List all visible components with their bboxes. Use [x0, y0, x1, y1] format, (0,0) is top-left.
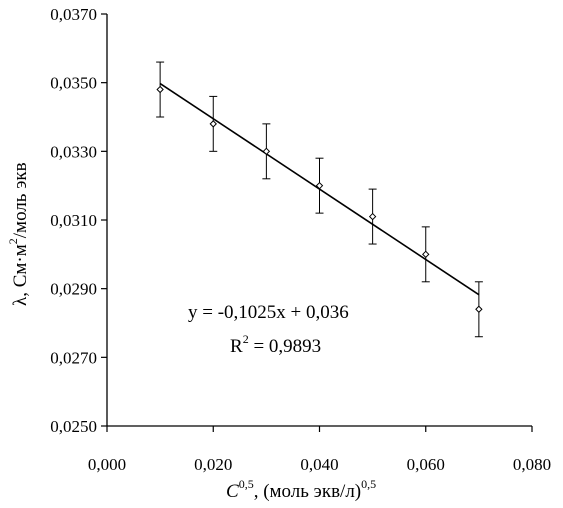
x-tick-label: 0,060: [407, 455, 445, 474]
r-squared-label: R2 = 0,9893: [230, 332, 321, 357]
data-point: [475, 305, 483, 313]
y-tick-label: 0,0350: [50, 74, 97, 93]
y-tick-label: 0,0290: [50, 280, 97, 299]
x-tick-label: 0,020: [194, 455, 232, 474]
y-tick-label: 0,0250: [50, 417, 97, 436]
x-axis-title-rest: , (моль экв/л): [254, 481, 361, 502]
y-tick-label: 0,0370: [50, 5, 97, 24]
x-tick-label: 0,080: [513, 455, 551, 474]
y-tick-label: 0,0310: [50, 211, 97, 230]
r-squared-r: R: [230, 336, 243, 357]
x-axis-title: C0,5, (моль экв/л)0,5: [226, 477, 376, 502]
x-axis-title-sup2: 0,5: [361, 477, 376, 491]
y-axis-title-main: λ, См·м: [10, 244, 31, 306]
data-point: [209, 120, 217, 128]
y-axis-title-rest: /моль экв: [10, 162, 31, 238]
x-axis-title-sup1: 0,5: [239, 477, 254, 491]
data-point: [156, 85, 164, 94]
data-point: [262, 147, 271, 156]
x-axis-title-main: C: [226, 481, 239, 502]
r-squared-value: = 0,9893: [249, 336, 321, 357]
x-tick-label: 0,040: [300, 455, 338, 474]
y-axis-ticks: 0,0250 0,0270 0,0290 0,0310 0,0330 0,0350 0,03…: [50, 5, 107, 436]
y-tick-label: 0,0330: [50, 142, 97, 161]
data-point: [422, 250, 430, 259]
y-axis-title: λ, См·м2/моль экв: [6, 162, 31, 306]
y-tick-label: 0,0270: [50, 348, 97, 367]
data-point: [315, 181, 324, 190]
r-squared-sup: 2: [243, 332, 249, 346]
y-axis-title-sup: 2: [6, 238, 20, 244]
x-tick-label: 0,000: [88, 455, 126, 474]
error-bars: [156, 61, 483, 338]
data-points: [156, 85, 483, 313]
trendline-equation: y = -0,1025x + 0,036: [188, 302, 349, 323]
x-axis-ticks: 0,000 0,020 0,040 0,060 0,080: [88, 426, 551, 474]
data-point: [368, 212, 377, 221]
